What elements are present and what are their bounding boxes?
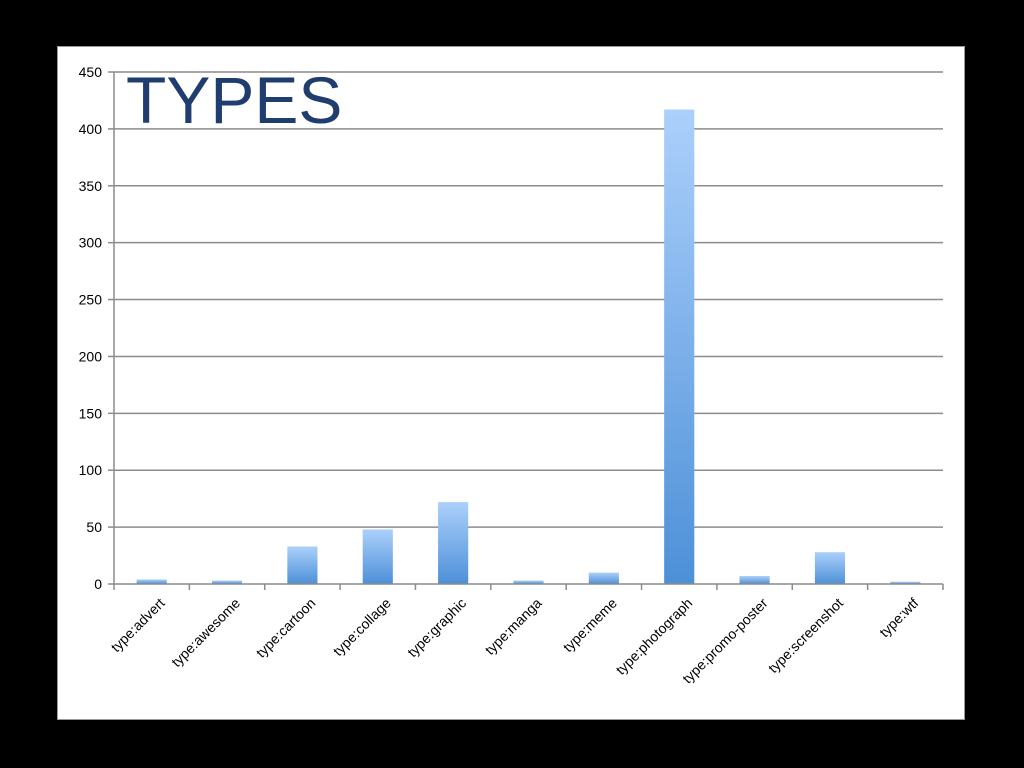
bar-type-manga: [513, 580, 544, 584]
x-category-label: type:meme: [560, 595, 620, 655]
axes: [113, 72, 944, 590]
bar-type-advert: [136, 579, 167, 584]
x-category-label: type:advert: [108, 595, 168, 655]
y-tick-label: 50: [86, 519, 102, 535]
x-category-label: type:graphic: [404, 595, 469, 660]
bar-type-screenshot: [814, 552, 846, 584]
slide-frame: 0 50 100 150 200 250 300 350 400 450 type:advert t…: [57, 46, 965, 720]
bar-type-promo-poster: [739, 576, 770, 584]
x-category-label: type:screenshot: [765, 595, 846, 676]
bar-type-photograph: [664, 109, 695, 584]
x-category-label: type:manga: [482, 595, 545, 658]
bars: [136, 109, 921, 584]
x-category-label: type:photograph: [612, 595, 695, 678]
x-category-label: type:cartoon: [253, 595, 319, 661]
x-axis-category-labels: type:advert type:awesome type:cartoon type:…: [108, 595, 922, 687]
y-tick-label: 200: [79, 348, 103, 364]
chart-title: TYPES: [126, 63, 342, 137]
bar-type-graphic: [438, 502, 469, 584]
bar-type-meme: [588, 572, 619, 584]
y-tick-label: 350: [79, 178, 103, 194]
y-tick-label: 0: [94, 576, 102, 592]
bar-type-cartoon: [287, 546, 318, 584]
bar-type-collage: [362, 529, 393, 584]
y-tick-label: 400: [79, 121, 103, 137]
y-tick-label: 250: [79, 292, 103, 308]
gridlines: [108, 71, 943, 585]
x-category-label: type:awesome: [168, 595, 243, 670]
x-category-label: type:wtf: [876, 595, 922, 641]
y-tick-label: 150: [79, 405, 103, 421]
y-axis-tick-labels: 0 50 100 150 200 250 300 350 400 450: [79, 64, 103, 592]
y-tick-label: 300: [79, 235, 103, 251]
y-tick-label: 100: [79, 462, 103, 478]
bar-type-awesome: [211, 580, 243, 584]
y-tick-label: 450: [79, 64, 103, 80]
x-category-label: type:collage: [330, 595, 394, 659]
bar-type-wtf: [890, 581, 921, 584]
